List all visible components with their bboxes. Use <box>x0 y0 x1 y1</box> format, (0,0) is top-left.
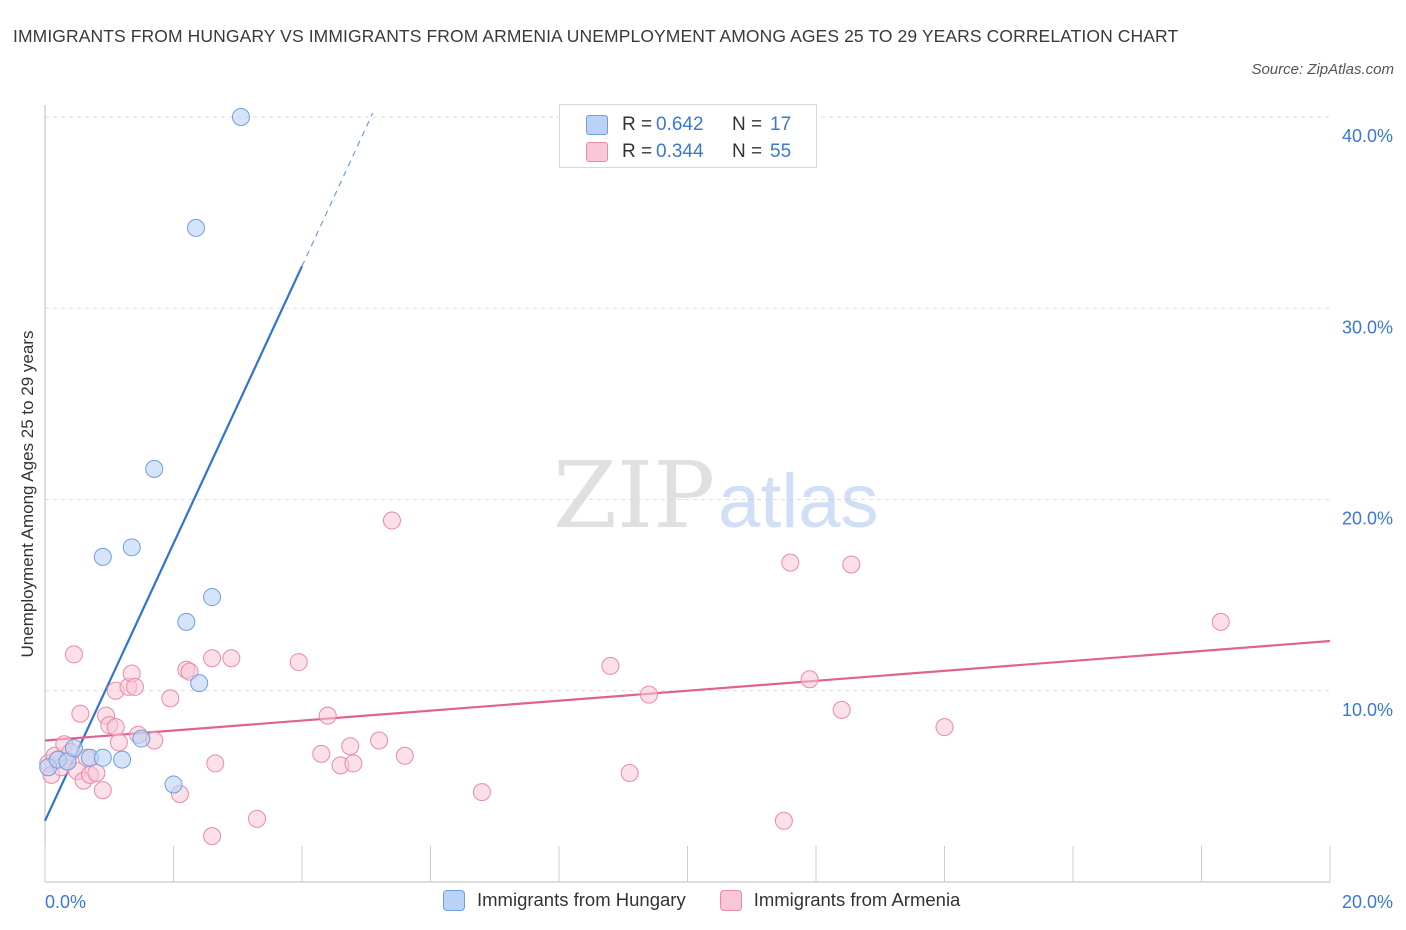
watermark-atlas: atlas <box>718 459 879 544</box>
legend-n-value-hungary: 17 <box>770 114 792 135</box>
y-tick-label: 30.0% <box>1342 317 1393 337</box>
series-legend-armenia[interactable]: Immigrants from Armenia <box>719 889 961 911</box>
trendline-hungary-extension <box>301 112 374 267</box>
y-tick-label: 40.0% <box>1342 126 1393 146</box>
point-hungary <box>203 588 222 607</box>
legend-r-label: R = <box>622 114 653 135</box>
point-armenia <box>774 811 793 830</box>
data-points <box>39 108 1230 846</box>
point-armenia <box>832 700 851 719</box>
trendline-armenia <box>44 639 1331 742</box>
point-hungary <box>93 748 112 767</box>
point-armenia <box>125 677 144 696</box>
watermark-zip: ZIP <box>553 442 715 549</box>
point-hungary <box>177 612 196 631</box>
point-hungary <box>64 739 83 758</box>
source-label: Source: ZipAtlas.com <box>1251 61 1394 78</box>
trend-lines <box>44 112 1331 822</box>
point-hungary <box>190 674 209 693</box>
point-hungary <box>132 729 151 748</box>
legend-n-label: N = <box>732 114 763 135</box>
correlation-legend: R = 0.642 N = 17 R = 0.344 N = 55 <box>559 104 817 168</box>
point-armenia <box>203 827 222 846</box>
legend-r-value-armenia: 0.344 <box>656 141 704 162</box>
y-axis-label: Unemployment Among Ages 25 to 29 years <box>18 330 37 658</box>
point-armenia <box>395 746 414 765</box>
point-hungary <box>93 547 112 566</box>
x-tick-label: 0.0% <box>45 892 86 912</box>
series-swatch-hungary <box>443 889 465 911</box>
series-legend: Immigrants from Hungary Immigrants from … <box>443 889 994 911</box>
trendline-hungary <box>44 265 303 822</box>
chart-title: IMMIGRANTS FROM HUNGARY VS IMMIGRANTS FR… <box>13 26 1179 46</box>
point-hungary <box>186 218 205 237</box>
point-armenia <box>64 645 83 664</box>
point-armenia <box>318 706 337 725</box>
x-tick-label: 20.0% <box>1342 892 1393 912</box>
series-label-hungary: Immigrants from Hungary <box>477 889 686 910</box>
point-hungary <box>113 750 132 769</box>
legend-row-hungary: R = 0.642 N = 17 <box>586 111 791 139</box>
legend-n-value-armenia: 55 <box>770 141 792 162</box>
legend-r-value-hungary: 0.642 <box>656 114 704 135</box>
watermark: ZIP atlas <box>553 442 879 549</box>
point-armenia <box>161 689 180 708</box>
point-armenia <box>93 781 112 800</box>
point-hungary <box>231 108 250 126</box>
point-armenia <box>87 763 106 782</box>
point-armenia <box>781 553 800 572</box>
point-armenia <box>248 809 267 828</box>
point-armenia <box>222 649 241 668</box>
point-hungary <box>145 459 164 478</box>
point-armenia <box>800 670 819 689</box>
series-legend-hungary[interactable]: Immigrants from Hungary <box>443 889 686 911</box>
point-armenia <box>203 649 222 668</box>
point-armenia <box>289 653 308 672</box>
point-armenia <box>382 511 401 530</box>
point-hungary <box>164 775 183 794</box>
legend-swatch-hungary <box>586 115 608 135</box>
point-armenia <box>180 662 199 681</box>
point-armenia <box>639 685 658 704</box>
point-armenia <box>341 737 360 756</box>
legend-row-armenia: R = 0.344 N = 55 <box>586 138 791 166</box>
tick-labels: 10.0% 20.0% 30.0% 40.0% 0.0% 20.0% <box>45 126 1393 912</box>
point-armenia <box>106 718 125 737</box>
legend-swatch-armenia <box>586 142 608 162</box>
axes <box>44 105 1331 883</box>
point-armenia <box>109 733 128 752</box>
point-armenia <box>472 783 491 802</box>
point-armenia <box>601 656 620 675</box>
point-armenia <box>620 763 639 782</box>
point-armenia <box>71 704 90 723</box>
y-tick-label: 20.0% <box>1342 509 1393 529</box>
point-armenia <box>935 718 954 737</box>
y-tick-label: 10.0% <box>1342 700 1393 720</box>
point-armenia <box>1211 612 1230 631</box>
series-swatch-armenia <box>719 889 742 911</box>
legend-n-label: N = <box>732 141 763 162</box>
point-armenia <box>370 731 389 750</box>
legend-r-label: R = <box>622 141 653 162</box>
point-armenia <box>206 754 225 773</box>
series-label-armenia: Immigrants from Armenia <box>753 889 961 910</box>
point-armenia <box>312 744 331 763</box>
point-armenia <box>344 754 363 773</box>
point-armenia <box>842 555 861 574</box>
point-hungary <box>122 538 141 557</box>
